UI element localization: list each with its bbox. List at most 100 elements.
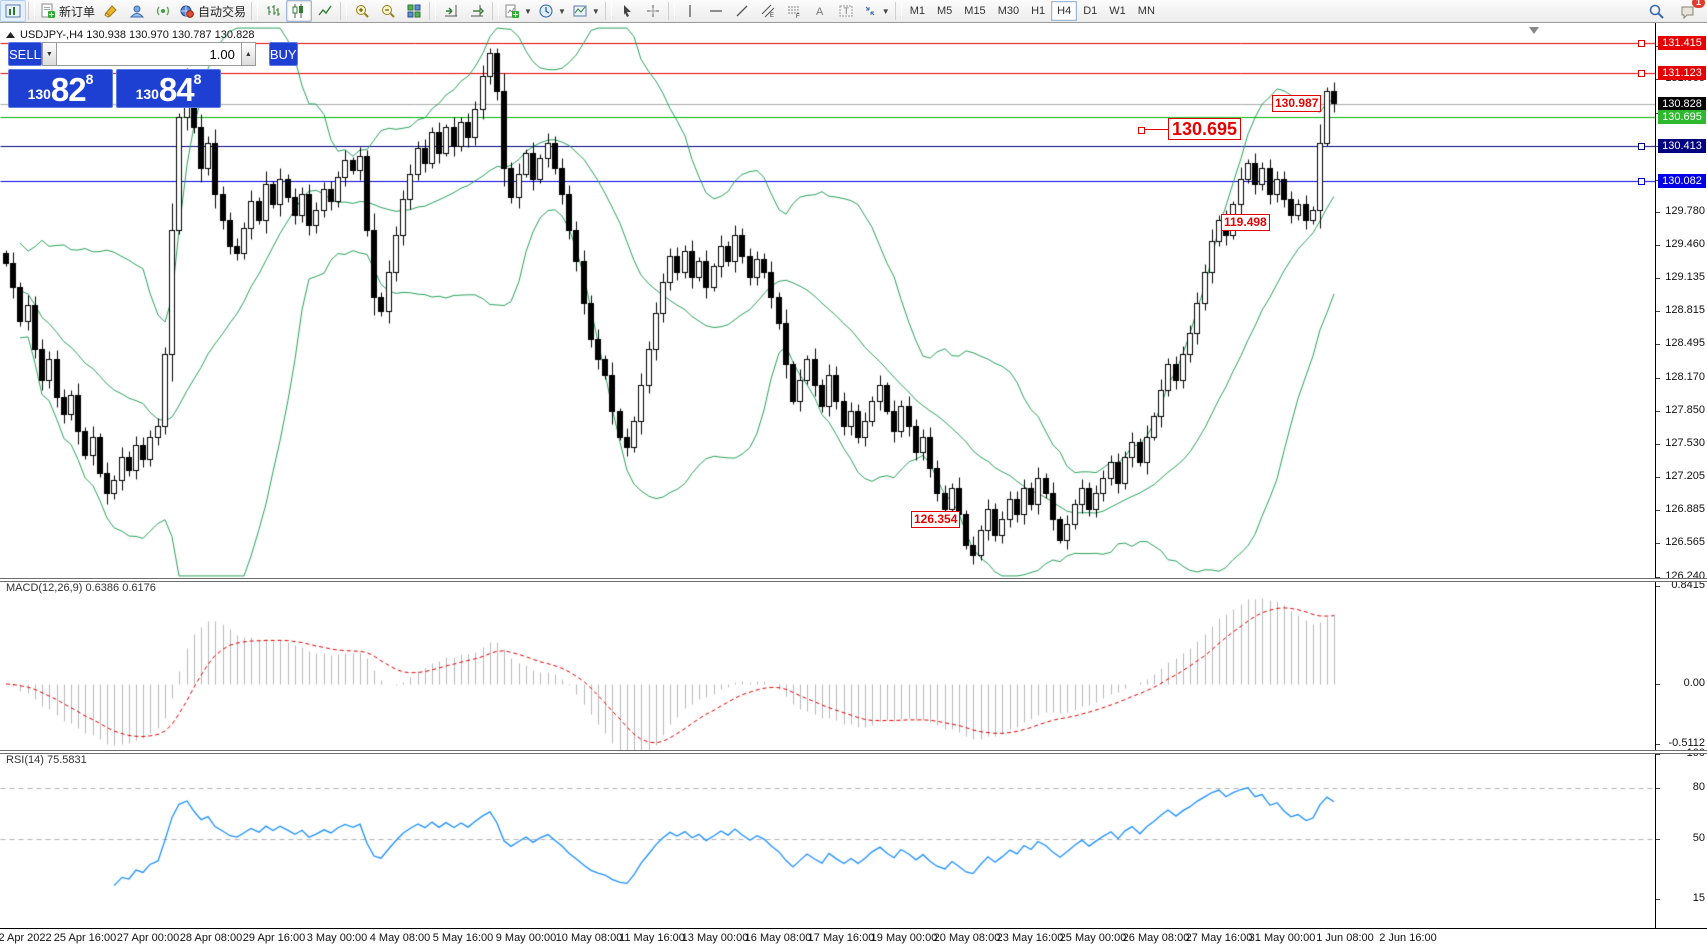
axis-tick: 127.850 [1665, 403, 1705, 416]
community-icon[interactable] [124, 0, 150, 22]
timeframe-m30[interactable]: M30 [997, 5, 1020, 17]
line-chart-icon[interactable] [312, 0, 338, 22]
equidistant-channel-icon[interactable]: E [755, 0, 781, 22]
axis-tickmark [1656, 743, 1660, 745]
axis-tickmark [1656, 377, 1660, 379]
price-annotation[interactable]: 126.354 [911, 511, 961, 528]
sell-price-pipette: 8 [85, 71, 94, 87]
time-label: 11 May 16:00 [619, 932, 685, 944]
time-label: 31 May 00:00 [1248, 932, 1316, 944]
hline-handle[interactable] [1638, 70, 1645, 78]
axis-tickmark [1656, 278, 1660, 280]
macd-signal-value: 0.6176 [122, 582, 156, 594]
timeframe-d1[interactable]: D1 [1083, 5, 1098, 17]
buy-price[interactable]: 130 84 8 [116, 69, 221, 108]
toolbar-separator [340, 2, 348, 20]
price-annotation[interactable]: 130.695 [1168, 118, 1242, 140]
cursor-icon[interactable] [614, 0, 640, 22]
axis-tick: 129.780 [1665, 204, 1705, 217]
chart-shift-icon[interactable] [464, 0, 490, 22]
zoom-in-icon[interactable] [349, 0, 375, 22]
sell-price-pips: 82 [50, 71, 87, 108]
timeframe-h1[interactable]: H1 [1031, 5, 1046, 17]
new-order-button[interactable]: 新订单 [37, 0, 98, 22]
timeframe-m1[interactable]: M1 [909, 5, 925, 17]
hline-handle[interactable] [1638, 177, 1645, 185]
time-label: 5 May 16:00 [432, 932, 494, 944]
text-label-icon[interactable]: T [833, 0, 859, 22]
vertical-line-icon[interactable] [677, 0, 703, 22]
chart-window-icon[interactable] [0, 0, 26, 22]
zoom-out-icon[interactable] [375, 0, 401, 22]
sell-button[interactable]: SELL [8, 42, 42, 66]
candlestick-chart-icon[interactable] [286, 0, 313, 22]
new-order-label: 新订单 [59, 4, 96, 19]
axis-tickmark [1656, 211, 1660, 213]
axis-tickmark [1656, 898, 1660, 900]
time-label: 27 Apr 00:00 [116, 932, 180, 944]
periods-button[interactable]: ▼ [535, 0, 569, 22]
hline-handle[interactable] [1638, 143, 1645, 151]
search-icon[interactable] [1643, 0, 1669, 22]
text-icon[interactable]: A [807, 0, 833, 22]
annotation-handle[interactable] [1138, 127, 1145, 134]
horizontal-line-icon[interactable] [703, 0, 729, 22]
buy-button[interactable]: BUY [268, 42, 298, 66]
chart-area: USDJPY-,H4 130.938 130.970 130.787 130.8… [0, 22, 1707, 946]
buy-price-pipette: 8 [193, 71, 202, 87]
sell-price[interactable]: 130 82 8 [8, 69, 113, 108]
axis-tick: 128.815 [1665, 304, 1705, 317]
templates-button[interactable]: ▼ [569, 0, 603, 22]
timeframe-m15[interactable]: M15 [964, 5, 986, 17]
toolbar-separator [667, 2, 675, 20]
pane-divider[interactable] [0, 750, 1707, 754]
axis-tick: 15 [1692, 891, 1705, 904]
timeframe-mn[interactable]: MN [1137, 5, 1155, 17]
volume-decrease-button[interactable]: ▼ [41, 42, 57, 66]
chart-shift-marker[interactable] [1529, 27, 1539, 34]
signals-icon[interactable] [150, 0, 176, 22]
annotation-leader [1142, 129, 1168, 130]
axis-tickmark [1656, 754, 1660, 755]
auto-scroll-icon[interactable] [438, 0, 464, 22]
axis-tickmark [1656, 443, 1660, 445]
fibonacci-icon[interactable]: F [781, 0, 807, 22]
volume-input[interactable] [56, 42, 241, 66]
timeframe-m5[interactable]: M5 [937, 5, 953, 17]
toolbar-separator [429, 2, 437, 20]
axis-tickmark [1656, 410, 1660, 412]
dropdown-caret-icon: ▼ [591, 6, 600, 16]
buy-price-pips: 84 [158, 71, 195, 108]
chart-canvas[interactable] [0, 22, 1707, 946]
hline-handle[interactable] [1638, 40, 1645, 48]
price-annotation[interactable]: 119.498 [1221, 214, 1270, 231]
notifications-icon[interactable]: 1 [1675, 0, 1705, 22]
add-indicator-button[interactable]: ▼ [501, 0, 535, 22]
pane-divider[interactable] [0, 578, 1707, 582]
timeframe-h4[interactable]: H4 [1051, 1, 1078, 21]
time-label: 9 May 00:00 [495, 932, 557, 944]
bar-chart-icon[interactable] [260, 0, 286, 22]
time-label: 22 Apr 2022 [0, 932, 52, 944]
auto-trading-button[interactable]: 自动交易 [176, 0, 249, 22]
price-axis[interactable]: 131.390131.065130.740130.415130.090129.7… [1655, 22, 1707, 928]
collapse-arrow-icon[interactable] [6, 31, 15, 39]
price-annotation[interactable]: 130.987 [1272, 95, 1322, 112]
tile-windows-icon[interactable] [401, 0, 427, 22]
eraser-icon[interactable] [98, 0, 124, 22]
volume-increase-button[interactable]: ▲ [240, 42, 256, 66]
dropdown-caret-icon: ▼ [524, 6, 532, 16]
auto-trading-label: 自动交易 [198, 4, 247, 19]
new-order-icon [41, 3, 55, 18]
timeframe-w1[interactable]: W1 [1109, 5, 1126, 17]
axis-tickmark [1656, 244, 1660, 246]
rsi-value: 75.5831 [46, 754, 87, 766]
price-badge: 131.123 [1658, 66, 1706, 81]
arrows-button[interactable]: ▼ [859, 0, 893, 22]
sell-price-figure: 130 [27, 86, 51, 102]
time-label: 20 May 08:00 [933, 932, 1001, 944]
toolbar: 新订单 自动交易 ▼ ▼ ▼ E F A T ▼ [0, 0, 1707, 23]
trendline-icon[interactable] [729, 0, 755, 22]
crosshair-icon[interactable] [640, 0, 666, 22]
